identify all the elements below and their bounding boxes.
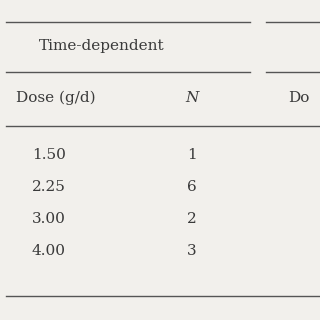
Text: 6: 6: [187, 180, 197, 194]
Text: Time-dependent: Time-dependent: [38, 39, 164, 53]
Text: 2.25: 2.25: [32, 180, 66, 194]
Text: 1: 1: [187, 148, 197, 162]
Text: Dose (g/d): Dose (g/d): [16, 91, 96, 105]
Text: 2: 2: [187, 212, 197, 226]
Text: 3.00: 3.00: [32, 212, 66, 226]
Text: Do: Do: [288, 91, 309, 105]
Text: 3: 3: [187, 244, 197, 258]
Text: 4.00: 4.00: [32, 244, 66, 258]
Text: 1.50: 1.50: [32, 148, 66, 162]
Text: N: N: [185, 91, 199, 105]
